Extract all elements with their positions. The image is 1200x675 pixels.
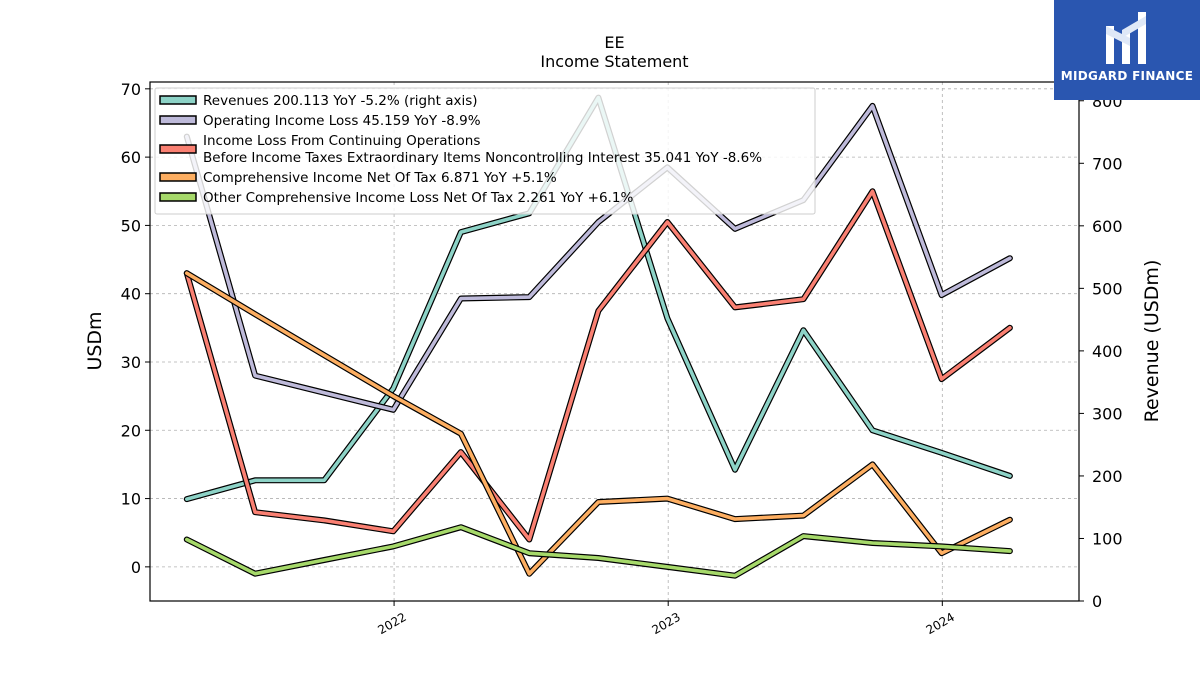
y-tick-label: 60	[121, 148, 141, 167]
midgard-finance-logo: MIDGARD FINANCE	[1054, 0, 1200, 100]
y2-tick-label: 300	[1092, 404, 1123, 423]
plot-frame	[149, 81, 1080, 602]
legend-entry-line: Revenues 200.113 YoY -5.2% (right axis)	[203, 93, 478, 109]
series-line	[185, 525, 1012, 578]
legend-entry-line: Other Comprehensive Income Loss Net Of T…	[203, 190, 633, 206]
y-tick-label: 0	[131, 558, 141, 577]
legend-swatch	[159, 172, 197, 182]
legend-entry: Operating Income Loss 45.159 YoY -8.9%	[203, 113, 481, 129]
y-tick-label: 30	[121, 353, 141, 372]
chart-subtitle: Income Statement	[540, 52, 688, 71]
legend-entry: Revenues 200.113 YoY -5.2% (right axis)	[203, 93, 478, 109]
x-tick-label: 2023	[649, 610, 682, 637]
y-axis-label: USDm	[84, 311, 106, 370]
series-line	[185, 104, 1012, 412]
logo-text: MIDGARD FINANCE	[1060, 69, 1194, 83]
series-4	[183, 524, 1013, 579]
series-lines	[183, 94, 1013, 579]
series-line-outline	[183, 188, 1013, 543]
legend-swatch	[159, 144, 197, 154]
series-line-outline	[183, 524, 1013, 579]
y2-tick-label: 600	[1092, 217, 1123, 236]
y2-tick-label: 700	[1092, 154, 1123, 173]
legend-entry-line: Before Income Taxes Extraordinary Items …	[203, 150, 762, 166]
legend-entry-line: Operating Income Loss 45.159 YoY -8.9%	[203, 113, 481, 129]
y2-tick-label: 400	[1092, 342, 1123, 361]
series-1	[183, 102, 1013, 413]
legend-box	[154, 87, 816, 215]
x-tick-label: 2022	[375, 610, 408, 637]
legend: Revenues 200.113 YoY -5.2% (right axis) O…	[154, 87, 816, 215]
y-tick-label: 40	[121, 285, 141, 304]
x-tick-label: 2024	[924, 610, 957, 637]
legend-entry: Comprehensive Income Net Of Tax 6.871 Yo…	[203, 170, 557, 186]
series-line	[185, 189, 1012, 542]
chart-title: EE	[604, 33, 624, 52]
y2-tick-label: 100	[1092, 529, 1123, 548]
y-tick-label: 10	[121, 490, 141, 509]
y-tick-label: 50	[121, 216, 141, 235]
y-tick-label: 70	[121, 80, 141, 99]
legend-entry-line: Income Loss From Continuing Operations	[203, 133, 480, 149]
series-2	[183, 188, 1013, 543]
legend-entry: Income Loss From Continuing Operations Be…	[203, 133, 762, 166]
logo-mark-icon	[1106, 12, 1146, 64]
legend-entry: Other Comprehensive Income Loss Net Of T…	[203, 190, 633, 206]
legend-swatch	[159, 95, 197, 105]
y2-axis-label: Revenue (USDm)	[1141, 260, 1163, 423]
series-3	[183, 270, 1013, 577]
legend-swatch	[159, 192, 197, 202]
legend-entry-line: Comprehensive Income Net Of Tax 6.871 Yo…	[203, 170, 557, 186]
y2-tick-label: 200	[1092, 467, 1123, 486]
legend-swatch	[159, 115, 197, 125]
y-tick-label: 20	[121, 421, 141, 440]
series-line	[185, 271, 1012, 576]
y2-tick-label: 500	[1092, 279, 1123, 298]
y2-tick-label: 0	[1092, 592, 1102, 611]
